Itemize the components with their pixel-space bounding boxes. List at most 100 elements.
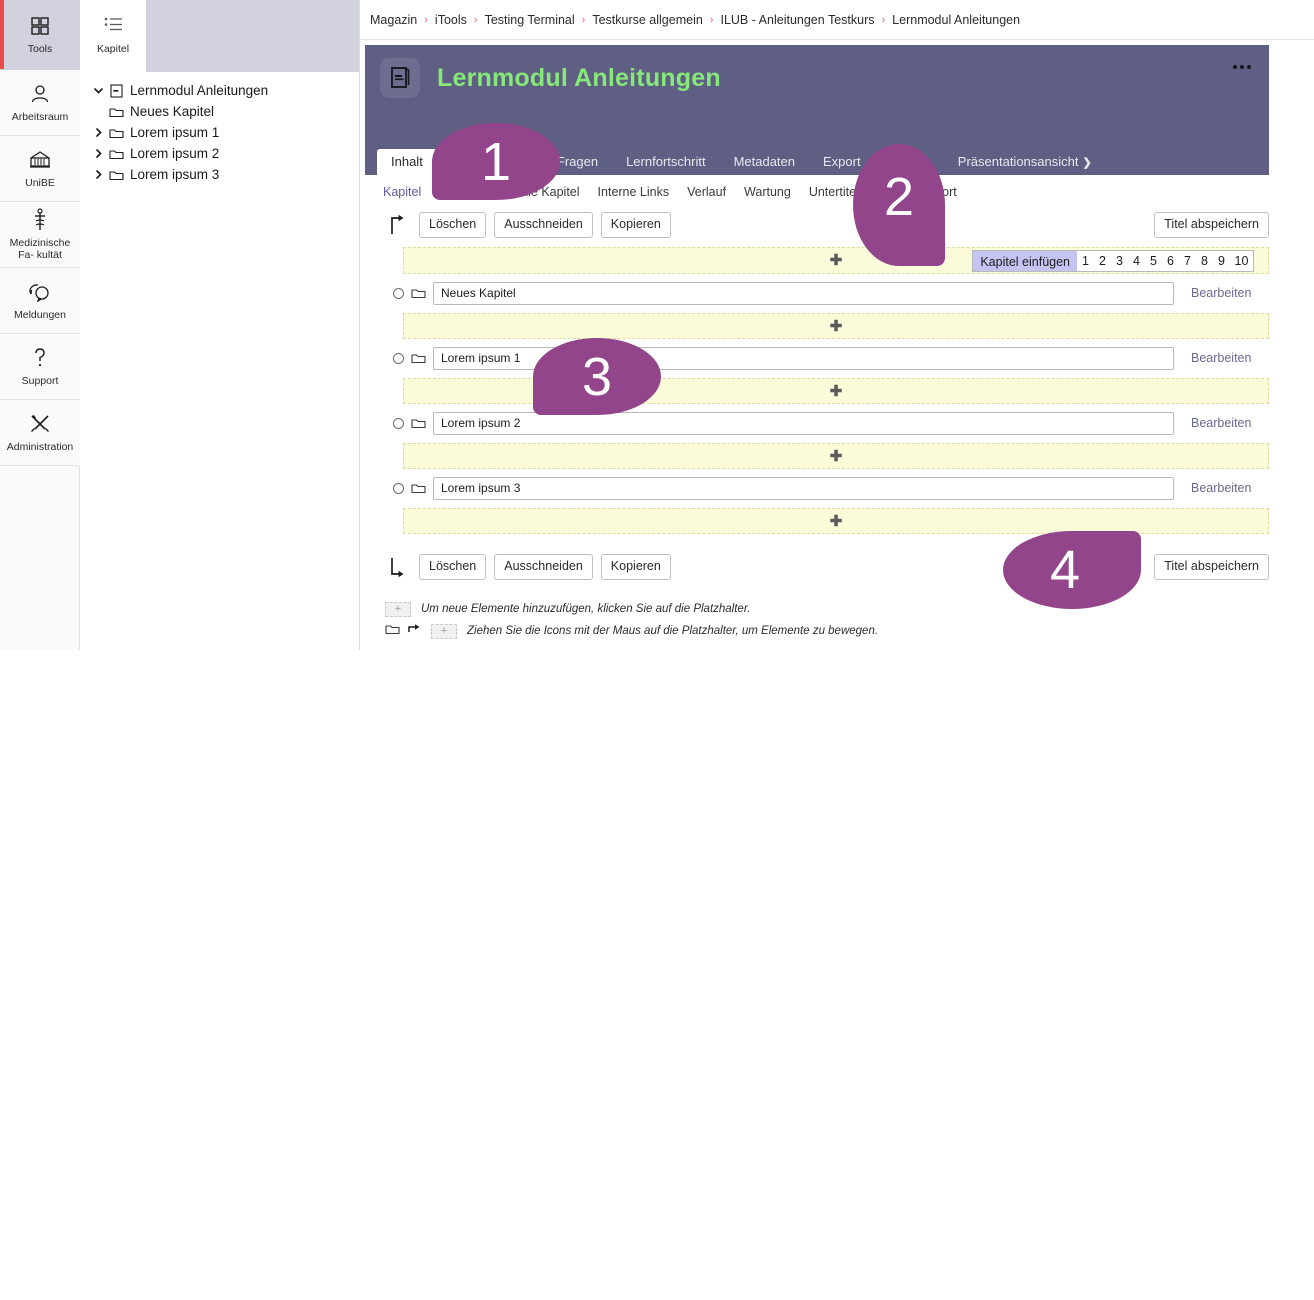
subtab-verlauf[interactable]: Verlauf — [687, 184, 727, 199]
folder-icon[interactable] — [411, 482, 426, 494]
chapter-title-input[interactable] — [433, 281, 1174, 305]
insert-count-10[interactable]: 10 — [1234, 253, 1249, 268]
chapter-select-radio[interactable] — [393, 352, 404, 364]
chevron-right-icon[interactable] — [90, 169, 106, 180]
toolbar-bottom: Löschen Ausschneiden Kopieren Titel absp… — [385, 550, 1269, 584]
tree-node-lernmodul[interactable]: Lernmodul Anleitungen — [80, 80, 359, 101]
save-title-button-top[interactable]: Titel abspeichern — [1154, 212, 1269, 238]
chapter-edit-link[interactable]: Bearbeiten — [1191, 481, 1252, 495]
tab-rechte[interactable]: Rechte — [888, 154, 930, 169]
tab-export[interactable]: Export — [823, 154, 861, 169]
breadcrumb-item-magazin[interactable]: Magazin — [370, 12, 418, 27]
plus-icon[interactable]: ✚ — [829, 512, 843, 530]
subtab-wartung[interactable]: Wartung — [744, 184, 791, 199]
tab-inhalt[interactable]: Inhalt — [377, 149, 437, 175]
breadcrumb-item-testing-terminal[interactable]: Testing Terminal — [484, 12, 575, 27]
chapter-title-input[interactable] — [433, 476, 1174, 500]
delete-button-bottom[interactable]: Löschen — [419, 554, 487, 580]
folder-icon[interactable] — [411, 287, 426, 299]
subtab-untertitel-medien[interactable]: Untertitel Medien — [808, 184, 904, 199]
subtab-kapitel[interactable]: Kapitel — [383, 184, 422, 199]
insert-count-5[interactable]: 5 — [1150, 253, 1157, 268]
tab-kapitel[interactable]: Kapitel — [80, 0, 146, 72]
toolbar-top: Löschen Ausschneiden Kopieren Titel absp… — [385, 208, 1269, 242]
dropzone-after-chapter-4[interactable]: ✚ — [403, 508, 1269, 534]
chapter-row: Bearbeiten — [385, 408, 1269, 438]
rail-item-support[interactable]: Support — [0, 334, 80, 400]
chapter-select-radio[interactable] — [393, 287, 404, 299]
chevron-right-icon[interactable] — [90, 148, 106, 159]
rail-item-label: Meldungen — [14, 309, 66, 321]
folder-icon[interactable] — [411, 417, 426, 429]
plus-icon[interactable]: ✚ — [829, 252, 843, 269]
subtab-import[interactable]: Import — [921, 184, 957, 199]
folder-icon — [106, 106, 127, 118]
subtab-interne-links[interactable]: Interne Links — [597, 184, 670, 199]
insert-count-2[interactable]: 2 — [1099, 253, 1106, 268]
cut-button-bottom[interactable]: Ausschneiden — [494, 554, 593, 580]
chevron-down-icon[interactable] — [90, 85, 106, 96]
rail-item-label: Administration — [6, 441, 74, 453]
legend-text: Ziehen Sie die Icons mit der Maus auf di… — [467, 625, 879, 637]
rail-item-meldungen[interactable]: Meldungen — [0, 268, 80, 334]
tab-einstellungen[interactable]: Einstellungen — [450, 154, 529, 169]
tree-body: Lernmodul Anleitungen Neues Kapitel — [80, 72, 359, 185]
chapter-select-radio[interactable] — [393, 417, 404, 429]
dropzone-after-chapter-2[interactable]: ✚ — [403, 378, 1269, 404]
tab-metadaten[interactable]: Metadaten — [733, 154, 795, 169]
rail-item-tools[interactable]: Tools — [0, 0, 80, 70]
tree-node-lorem-1[interactable]: Lorem ipsum 1 — [80, 122, 359, 143]
chapter-edit-link[interactable]: Bearbeiten — [1191, 416, 1252, 430]
tree-node-neues-kapitel[interactable]: Neues Kapitel — [80, 101, 359, 122]
folder-icon[interactable] — [411, 352, 426, 364]
delete-button-top[interactable]: Löschen — [419, 212, 487, 238]
dropzone-insert-top[interactable]: ✚ Kapitel einfügen 1 2 3 4 5 6 7 8 9 10 — [403, 247, 1269, 274]
plus-icon[interactable]: ✚ — [829, 317, 843, 335]
tab-fragen[interactable]: Fragen — [556, 154, 599, 169]
copy-button-top[interactable]: Kopieren — [600, 212, 671, 238]
chapter-title-input[interactable] — [433, 346, 1174, 370]
insert-chapter-label[interactable]: Kapitel einfügen — [973, 250, 1077, 271]
tab-praesentationsansicht[interactable]: Präsentationsansicht ❯ — [944, 149, 1106, 175]
copy-button-bottom[interactable]: Kopieren — [600, 554, 671, 580]
insert-count-9[interactable]: 9 — [1218, 253, 1225, 268]
plus-icon[interactable]: ✚ — [829, 382, 843, 400]
chevron-right-icon[interactable] — [90, 127, 106, 138]
breadcrumb-item-itools[interactable]: iTools — [434, 12, 467, 27]
object-tabs: Inhalt Einstellungen Fragen Lernfortschr… — [365, 147, 1269, 175]
rail-item-arbeitsraum[interactable]: Arbeitsraum — [0, 70, 80, 136]
cut-button-top[interactable]: Ausschneiden — [494, 212, 593, 238]
folder-icon — [385, 622, 400, 640]
chapter-edit-link[interactable]: Bearbeiten — [1191, 286, 1252, 300]
dropzone-after-chapter-3[interactable]: ✚ — [403, 443, 1269, 469]
tab-kapitel-label: Kapitel — [96, 43, 130, 55]
dropzone-after-chapter-1[interactable]: ✚ — [403, 313, 1269, 339]
breadcrumb-item-testkurse-allgemein[interactable]: Testkurse allgemein — [592, 12, 703, 27]
caduceus-icon — [31, 208, 49, 232]
more-options-icon[interactable] — [1233, 65, 1251, 69]
save-title-button-bottom[interactable]: Titel abspeichern — [1154, 554, 1269, 580]
tree-node-lorem-2[interactable]: Lorem ipsum 2 — [80, 143, 359, 164]
breadcrumb-item-lernmodul[interactable]: Lernmodul Anleitungen — [892, 12, 1021, 27]
rail-item-unibe[interactable]: UniBE — [0, 136, 80, 202]
chapter-editor: Löschen Ausschneiden Kopieren Titel absp… — [360, 208, 1314, 642]
rail-item-administration[interactable]: Administration — [0, 400, 80, 466]
tab-lernfortschritt[interactable]: Lernfortschritt — [626, 154, 706, 169]
insert-count-7[interactable]: 7 — [1184, 253, 1191, 268]
tree-node-lorem-3[interactable]: Lorem ipsum 3 — [80, 164, 359, 185]
insert-count-1[interactable]: 1 — [1082, 253, 1089, 268]
insert-count-6[interactable]: 6 — [1167, 253, 1174, 268]
move-up-arrow-icon — [385, 214, 411, 236]
rail-item-medizinische-fakultaet[interactable]: Medizinische Fa- kultät — [0, 202, 80, 268]
question-mark-icon — [32, 346, 48, 370]
subtab-alle-seiten[interactable]: Alle Seiten — [439, 184, 499, 199]
chapter-edit-link[interactable]: Bearbeiten — [1191, 351, 1252, 365]
subtab-alle-kapitel[interactable]: Alle Kapitel — [517, 184, 580, 199]
insert-count-3[interactable]: 3 — [1116, 253, 1123, 268]
chapter-title-input[interactable] — [433, 411, 1174, 435]
insert-count-4[interactable]: 4 — [1133, 253, 1140, 268]
breadcrumb-item-ilub-testkurs[interactable]: ILUB - Anleitungen Testkurs — [720, 12, 875, 27]
plus-icon[interactable]: ✚ — [829, 447, 843, 465]
insert-count-8[interactable]: 8 — [1201, 253, 1208, 268]
chapter-select-radio[interactable] — [393, 482, 404, 494]
